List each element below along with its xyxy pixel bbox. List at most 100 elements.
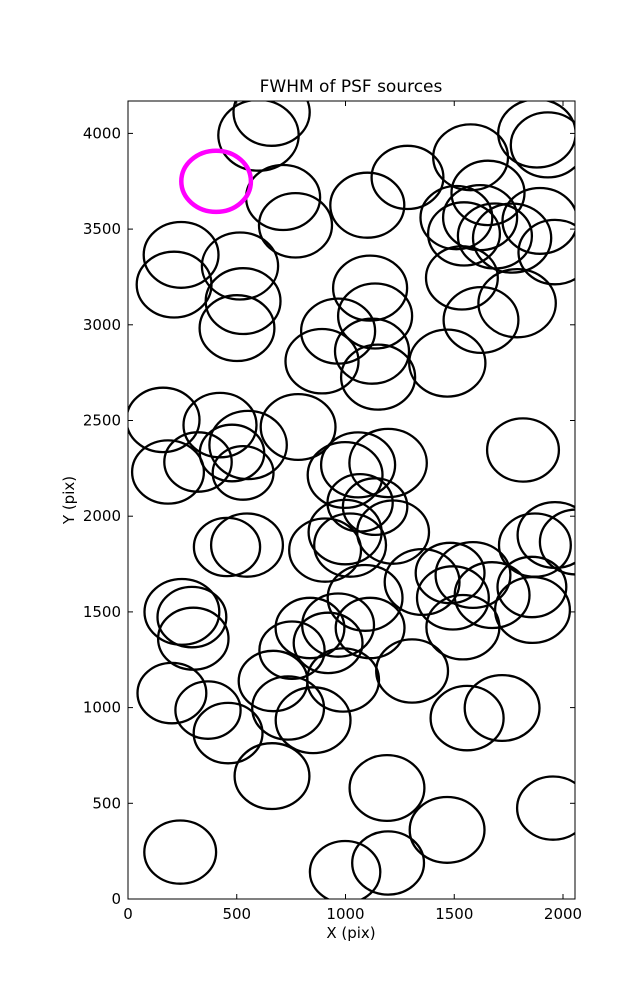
psf-circle: [299, 297, 377, 365]
psf-circle: [308, 839, 382, 899]
psf-circle: [329, 171, 406, 239]
y-tick-labels: 0 500 1000 1500 2000 2500 3000 3500 4000: [83, 124, 121, 908]
psf-circle: [336, 282, 414, 350]
psf-circle: [319, 431, 397, 499]
psf-circle: [130, 439, 206, 505]
psf-circle: [274, 686, 352, 755]
psf-circle: [244, 163, 322, 232]
psf-circle: [456, 202, 534, 270]
y-tick-label: 2000: [83, 507, 121, 525]
psf-circle: [306, 440, 384, 510]
y-tick-label: 0: [111, 890, 121, 908]
psf-circle: [217, 101, 300, 172]
psf-circle: [135, 250, 213, 319]
axis-ticks-layer: [127, 101, 575, 900]
psf-circle: [211, 444, 275, 501]
y-tick-label: 1500: [83, 603, 121, 621]
psf-circle: [128, 386, 201, 454]
psf-circle: [174, 680, 242, 740]
psf-circle: [163, 431, 233, 493]
highlighted-psf-circle: [179, 148, 254, 215]
psf-circle: [356, 499, 431, 565]
psf-circle: [450, 159, 526, 227]
psf-circle: [209, 512, 285, 578]
psf-circle: [331, 254, 409, 322]
psf-circle: [288, 517, 363, 583]
psf-circle: [156, 585, 228, 649]
x-tick-label: 1000: [326, 905, 364, 923]
psf-circle: [274, 596, 346, 660]
x-tick-label: 1500: [435, 905, 473, 923]
psf-circle: [257, 191, 334, 259]
psf-circle: [306, 647, 381, 713]
plot-title: FWHM of PSF sources: [260, 77, 443, 97]
psf-circle: [517, 218, 575, 286]
psf-circle: [509, 111, 575, 179]
psf-circle: [425, 593, 501, 661]
psf-circle: [408, 795, 486, 864]
psf-circle: [370, 144, 445, 211]
psf-circle: [237, 649, 309, 713]
psf-circle: [515, 775, 575, 841]
psf-circle: [424, 245, 499, 311]
psf-circle: [198, 294, 276, 363]
psf-circles-layer: [128, 101, 575, 899]
psf-circle: [351, 830, 426, 896]
y-axis-label: Y (pix): [60, 476, 78, 525]
psf-circle: [471, 202, 553, 274]
psf-circle: [326, 563, 404, 632]
psf-circle: [258, 620, 326, 681]
psf-circle: [182, 391, 258, 459]
psf-circle: [142, 220, 220, 289]
psf-circle: [143, 819, 218, 885]
psf-circle: [429, 684, 505, 752]
psf-circle: [501, 186, 575, 255]
psf-circle: [485, 417, 561, 483]
psf-circle: [284, 327, 360, 395]
psf-circle: [339, 343, 417, 411]
psf-circle: [419, 184, 494, 251]
psf-circle: [333, 317, 411, 385]
x-tick-label: 0: [123, 905, 133, 923]
psf-circle: [232, 101, 311, 147]
psf-circle: [493, 575, 572, 645]
psf-circle: [307, 498, 383, 566]
psf-circle: [313, 512, 388, 578]
psf-circle: [426, 201, 502, 267]
psf-circle: [477, 267, 557, 339]
psf-circle: [434, 540, 512, 610]
psf-circle: [341, 477, 409, 537]
x-axis-label: X (pix): [326, 924, 375, 942]
psf-circle: [463, 673, 541, 743]
psf-circle: [143, 577, 221, 646]
psf-circle: [204, 267, 282, 336]
psf-circle: [208, 409, 288, 481]
axes-frame: [127, 100, 576, 900]
psf-circle: [415, 565, 490, 631]
psf-circle: [538, 508, 575, 576]
x-tick-label: 2000: [544, 905, 582, 923]
psf-circle: [348, 753, 426, 823]
psf-circle: [432, 123, 510, 192]
psf-circle: [375, 638, 450, 704]
psf-circle: [496, 555, 568, 619]
y-tick-label: 2500: [83, 412, 121, 430]
y-tick-label: 3500: [83, 220, 121, 238]
psf-circle: [233, 742, 311, 811]
x-tick-label: 500: [222, 905, 251, 923]
y-tick-label: 3000: [83, 316, 121, 334]
x-tick-labels: 0 500 1000 1500 2000: [123, 905, 582, 923]
psf-circle: [408, 328, 487, 398]
psf-circle: [292, 611, 364, 675]
psf-circle: [301, 592, 376, 658]
psf-circle: [414, 541, 486, 605]
psf-circle: [348, 427, 428, 499]
psf-circle: [442, 285, 520, 355]
psf-circle: [200, 231, 280, 301]
psf-circle: [192, 516, 262, 578]
psf-circle: [497, 101, 575, 169]
y-tick-label: 4000: [83, 124, 121, 142]
psf-circle: [136, 661, 208, 725]
